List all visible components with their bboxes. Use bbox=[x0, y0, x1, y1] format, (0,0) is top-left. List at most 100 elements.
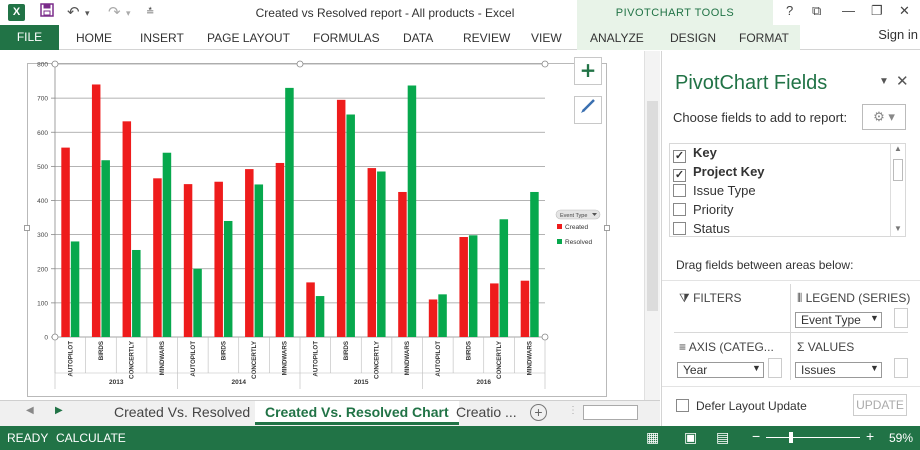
bar-created bbox=[91, 84, 101, 337]
sheet-tab-created-vs-resolved-chart[interactable]: Created Vs. Resolved Chart bbox=[255, 401, 459, 425]
pane-options-icon[interactable]: ▼ bbox=[879, 76, 889, 87]
tab-analyze[interactable]: ANALYZE bbox=[590, 31, 644, 45]
rows-icon: ≡ bbox=[679, 340, 687, 354]
x-group-label: 2014 bbox=[232, 379, 247, 386]
help-icon[interactable]: ? bbox=[786, 3, 794, 18]
field-key[interactable]: ✓ Key bbox=[673, 145, 717, 163]
field-status[interactable]: Status bbox=[673, 221, 730, 236]
sheet-tab-creatio[interactable]: Creatio ... bbox=[456, 404, 517, 420]
bar-created bbox=[520, 280, 530, 337]
resize-handle bbox=[541, 60, 549, 68]
bar-resolved bbox=[70, 241, 80, 337]
redo-icon[interactable]: ↷ bbox=[108, 4, 121, 21]
bar-created bbox=[183, 184, 193, 337]
legend-field-event-type[interactable]: Event Type bbox=[795, 312, 882, 328]
sheet-next-icon[interactable]: ▶ bbox=[55, 405, 63, 416]
sheet-tab-created-vs-resolved[interactable]: Created Vs. Resolved bbox=[114, 404, 251, 420]
zoom-slider-track[interactable] bbox=[766, 437, 860, 438]
tab-design[interactable]: DESIGN bbox=[670, 31, 717, 45]
tab-view[interactable]: VIEW bbox=[531, 31, 562, 45]
field-priority[interactable]: Priority bbox=[673, 202, 733, 217]
scrollbar-thumb[interactable] bbox=[893, 159, 903, 181]
chart-elements-button[interactable]: + bbox=[574, 57, 602, 85]
tab-home[interactable]: HOME bbox=[76, 31, 112, 45]
field-project-key[interactable]: ✓ Project Key bbox=[673, 164, 765, 182]
sign-in-link[interactable]: Sign in bbox=[878, 27, 918, 42]
file-tab[interactable]: FILE bbox=[0, 25, 59, 50]
dropdown-icon[interactable]: ▼ bbox=[870, 313, 879, 323]
x-category-label: AUTOPILOT bbox=[67, 341, 74, 377]
bar-resolved bbox=[254, 184, 264, 337]
minimize-icon[interactable]: — bbox=[842, 3, 855, 18]
ribbon-display-icon[interactable]: ⧉ bbox=[812, 3, 822, 18]
scrollbar-thumb[interactable] bbox=[647, 101, 658, 311]
field-checkbox[interactable]: ✓ bbox=[673, 150, 686, 163]
pane-close-icon[interactable]: ✕ bbox=[896, 73, 909, 90]
horizontal-scrollbar[interactable] bbox=[583, 405, 638, 420]
field-checkbox[interactable] bbox=[673, 203, 686, 216]
x-category-label: MINDWARS bbox=[404, 341, 411, 375]
x-category-label: AUTOPILOT bbox=[435, 341, 442, 377]
legend-swatch bbox=[557, 239, 562, 244]
pivot-chart[interactable]: 0 100 200 300 400 500 600 700 800 AUTOPILOT BIRDS… bbox=[0, 51, 660, 400]
page-break-view-icon[interactable]: ▤ bbox=[716, 429, 730, 445]
status-calculate[interactable]: CALCULATE bbox=[56, 431, 126, 445]
resize-handle bbox=[51, 333, 59, 341]
zoom-level[interactable]: 59% bbox=[889, 431, 914, 445]
legend-dropdown-icon bbox=[592, 213, 597, 216]
zoom-out-icon[interactable]: − bbox=[752, 428, 761, 444]
bar-created bbox=[398, 191, 407, 337]
update-button[interactable]: UPDATE bbox=[853, 394, 907, 416]
scroll-up-icon[interactable]: ▲ bbox=[894, 144, 902, 153]
bar-resolved bbox=[223, 220, 233, 337]
chart-styles-button[interactable] bbox=[574, 96, 602, 124]
more-options-icon[interactable]: ⋮ bbox=[568, 405, 578, 416]
paintbrush-icon bbox=[581, 99, 595, 113]
undo-dropdown-icon[interactable]: ▾ bbox=[85, 8, 90, 18]
x-axis: AUTOPILOT BIRDS CONCERTLY MINDWARS AUTOPILOT… bbox=[54, 337, 546, 389]
close-icon[interactable]: ✕ bbox=[899, 3, 910, 18]
dropdown-icon[interactable]: ▼ bbox=[870, 363, 879, 373]
drag-fields-label: Drag fields between areas below: bbox=[676, 258, 854, 272]
field-settings-button[interactable]: ⚙ ▾ bbox=[862, 104, 906, 130]
legend-item: Created bbox=[565, 224, 589, 231]
axis-field-year[interactable]: Year bbox=[677, 362, 764, 378]
areas-divider bbox=[674, 332, 908, 333]
y-tick-label: 200 bbox=[37, 266, 48, 273]
add-sheet-button[interactable]: + bbox=[530, 404, 547, 421]
field-checkbox[interactable] bbox=[673, 184, 686, 197]
tab-review[interactable]: REVIEW bbox=[463, 31, 511, 45]
legend-item: Resolved bbox=[565, 239, 592, 246]
undo-icon[interactable]: ↶ bbox=[67, 4, 80, 21]
customize-toolbar-icon[interactable]: ≛ bbox=[146, 7, 155, 18]
tab-page-layout[interactable]: PAGE LAYOUT bbox=[207, 31, 290, 45]
page-layout-view-icon[interactable]: ▣ bbox=[684, 429, 698, 445]
restore-icon[interactable]: ❐ bbox=[871, 3, 883, 18]
defer-checkbox[interactable] bbox=[676, 399, 689, 412]
redo-dropdown-icon[interactable]: ▾ bbox=[126, 8, 131, 18]
tab-insert[interactable]: INSERT bbox=[140, 31, 184, 45]
field-issue-type[interactable]: Issue Type bbox=[673, 183, 756, 198]
tab-formulas[interactable]: FORMULAS bbox=[313, 31, 380, 45]
vertical-scrollbar[interactable] bbox=[644, 51, 660, 400]
defer-layout-update[interactable]: Defer Layout Update bbox=[676, 399, 807, 413]
sheet-prev-icon[interactable]: ◀ bbox=[26, 405, 34, 416]
reorder-icon[interactable] bbox=[768, 358, 782, 378]
reorder-icon[interactable] bbox=[894, 358, 908, 378]
field-checkbox[interactable]: ✓ bbox=[673, 169, 686, 182]
normal-view-icon[interactable]: ▦ bbox=[646, 429, 660, 445]
field-list bbox=[669, 143, 906, 237]
field-list-scrollbar[interactable]: ▲ ▼ bbox=[890, 144, 905, 236]
save-icon[interactable] bbox=[40, 3, 54, 21]
scroll-down-icon[interactable]: ▼ bbox=[894, 224, 902, 233]
bar-resolved bbox=[162, 152, 172, 337]
values-field-issues[interactable]: Issues bbox=[795, 362, 882, 378]
zoom-in-icon[interactable]: + bbox=[866, 428, 875, 444]
tab-format[interactable]: FORMAT bbox=[739, 31, 789, 45]
dropdown-icon[interactable]: ▼ bbox=[752, 363, 761, 373]
tab-data[interactable]: DATA bbox=[403, 31, 434, 45]
field-checkbox[interactable] bbox=[673, 222, 686, 235]
bar-created bbox=[275, 162, 285, 337]
reorder-icon[interactable] bbox=[894, 308, 908, 328]
zoom-slider-thumb[interactable] bbox=[789, 432, 793, 443]
